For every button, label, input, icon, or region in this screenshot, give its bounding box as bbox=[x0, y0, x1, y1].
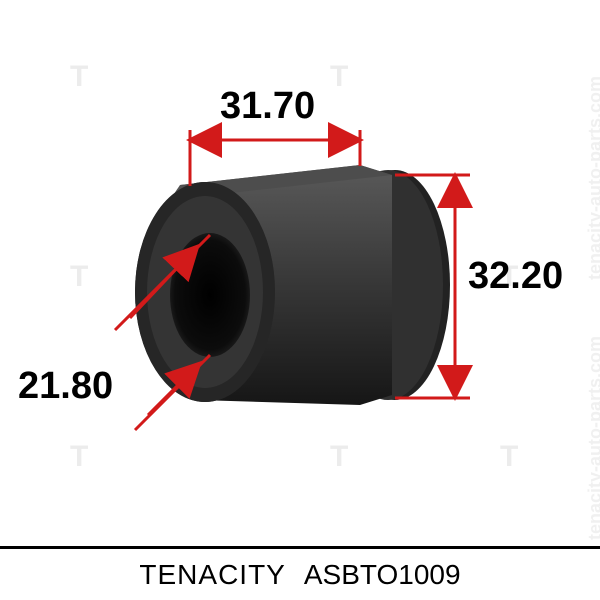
caption-brand: TENACITY bbox=[139, 559, 285, 591]
bushing-bore bbox=[170, 233, 250, 357]
dimension-left-label: 21.80 bbox=[18, 365, 113, 408]
dimension-top-label: 31.70 bbox=[220, 85, 315, 128]
caption-bar: TENACITY ASBTO1009 bbox=[0, 546, 600, 600]
caption-partno: ASBTO1009 bbox=[304, 559, 461, 591]
dimension-right-label: 32.20 bbox=[468, 255, 563, 298]
